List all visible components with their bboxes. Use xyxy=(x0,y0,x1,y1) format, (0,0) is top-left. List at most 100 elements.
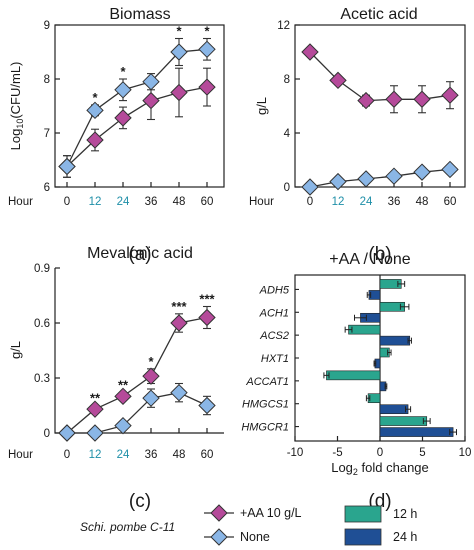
panel-label-c: (c) xyxy=(129,491,151,512)
legend-24h-label: 24 h xyxy=(393,530,417,544)
significance-label: * xyxy=(204,24,210,39)
x-tick-label-a: 36 xyxy=(145,196,158,208)
marker-none xyxy=(198,396,216,415)
marker-none xyxy=(142,72,160,91)
y-tick-label-c: 0.9 xyxy=(34,263,50,275)
gene-label-acs2: ACS2 xyxy=(259,330,289,342)
significance-label: ** xyxy=(90,391,101,406)
legend-entry-12h: 12 h xyxy=(344,505,417,523)
marker-aa xyxy=(198,308,216,327)
y-tick-label-a: 8 xyxy=(44,74,50,86)
marker-aa xyxy=(114,387,132,406)
title-fold-change: +AA / None xyxy=(329,251,410,268)
plot-fold-change: -10 -5 0 5 10 ADH5 ACH1 ACS2 HXT1 ACCAT1 HMGCS1 HMG… xyxy=(241,275,471,459)
gene-label-hmgcs1: HMGCS1 xyxy=(242,399,289,411)
x-tick-label-c: 0 xyxy=(64,449,70,461)
panel-fold-change: +AA / None Log2 fold change (d) -10 -5 0 5 1… xyxy=(241,251,471,512)
y-tick-label-a: 6 xyxy=(44,182,50,194)
x-tick-label-a: 24 xyxy=(117,196,130,208)
bar-24h-hmgcr1 xyxy=(379,427,454,437)
marker-none xyxy=(301,178,319,196)
marker-none xyxy=(86,424,104,442)
x-tick-label-d: 5 xyxy=(419,447,425,459)
marker-aa xyxy=(86,400,104,418)
series-line-aa xyxy=(66,86,208,167)
marker-none xyxy=(170,383,188,402)
x-tick-label-c: 12 xyxy=(89,449,102,461)
x-tick-label-b: 36 xyxy=(388,196,401,208)
x-tick-label-d: 10 xyxy=(459,447,472,459)
marker-aa xyxy=(142,367,160,385)
marker-aa xyxy=(86,131,104,149)
gene-label-accat1: ACCAT1 xyxy=(245,376,289,388)
x-tick-label-b: 60 xyxy=(444,196,457,208)
y-tick-label-c: 0 xyxy=(44,428,50,440)
bar-12h-acs2 xyxy=(348,324,381,335)
panel-label-b: (b) xyxy=(368,244,391,265)
x-tick-label-c: 48 xyxy=(173,449,186,461)
marker-aa xyxy=(198,78,216,96)
gene-label-ach1: ACH1 xyxy=(259,307,289,319)
marker-aa xyxy=(441,86,459,104)
xlabel-fold-change: Log2 fold change xyxy=(331,460,429,477)
marker-aa xyxy=(329,71,347,90)
bar-12h-accat1 xyxy=(326,370,381,381)
marker-none xyxy=(142,389,160,407)
legend-entry-24h: 24 h xyxy=(344,528,417,546)
legend-entry-none: None xyxy=(204,528,270,546)
x-tick-label-b: 0 xyxy=(307,196,313,208)
marker-aa xyxy=(385,90,403,108)
marker-none xyxy=(114,81,132,99)
marker-none xyxy=(357,170,375,188)
y-tick-label-c: 0.3 xyxy=(34,373,50,385)
y-tick-label-b: 0 xyxy=(284,182,290,194)
bar-12h-hmgcr1 xyxy=(379,416,428,426)
y-tick-label-b: 8 xyxy=(284,74,290,86)
legend-aa-label: +AA 10 g/L xyxy=(240,506,302,520)
x-tick-label-d: -5 xyxy=(332,447,342,459)
marker-none xyxy=(441,160,459,179)
series-line-none xyxy=(66,48,208,167)
series-line-aa xyxy=(309,51,451,102)
marker-aa xyxy=(170,83,188,102)
x-tick-label-a: 0 xyxy=(64,196,70,208)
legend-none-marker xyxy=(210,528,228,546)
title-mevalonic-acid: Mevalonic acid xyxy=(87,245,193,262)
y-tick-label-a: 7 xyxy=(44,128,50,140)
legend: Schi. pombe C-11 +AA 10 g/L None 12 h 24… xyxy=(80,504,417,546)
legend-12h-label: 12 h xyxy=(393,507,417,521)
gene-label-hmgcr1: HMGCR1 xyxy=(241,422,289,434)
panel-mevalonic-acid: Mevalonic acid g/L (c) 0 0.3 0.6 0.9 0 12 24 36… xyxy=(8,245,224,512)
marker-aa xyxy=(142,91,160,110)
x-tick-label-a: 60 xyxy=(201,196,214,208)
x-tick-label-c: 60 xyxy=(201,449,214,461)
x-tick-label-a: 12 xyxy=(89,196,102,208)
panel-label-a: (a) xyxy=(128,244,151,265)
marker-aa xyxy=(357,91,375,110)
title-biomass: Biomass xyxy=(109,6,170,23)
significance-label: * xyxy=(92,90,98,105)
significance-label: * xyxy=(176,24,182,39)
bar-24h-hmgcs1 xyxy=(379,404,409,415)
ylabel-biomass: Log10(CFU/mL) xyxy=(8,62,25,151)
marker-none xyxy=(329,172,347,191)
ylabel-acetic-acid: g/L xyxy=(254,97,269,115)
marker-none xyxy=(198,40,216,59)
legend-none-label: None xyxy=(240,530,270,544)
legend-strain: Schi. pombe C-11 xyxy=(80,520,175,534)
series-line-none xyxy=(67,392,208,434)
marker-aa xyxy=(301,43,319,61)
y-tick-label-b: 12 xyxy=(277,20,290,32)
marker-aa xyxy=(114,109,132,127)
x-tick-label-b: 12 xyxy=(332,196,345,208)
marker-none xyxy=(413,163,431,181)
x-tick-label-c: 36 xyxy=(145,449,158,461)
marker-none xyxy=(58,157,76,176)
marker-aa xyxy=(170,314,188,332)
bar-24h-acs2 xyxy=(379,335,411,346)
legend-aa-marker xyxy=(210,504,228,522)
